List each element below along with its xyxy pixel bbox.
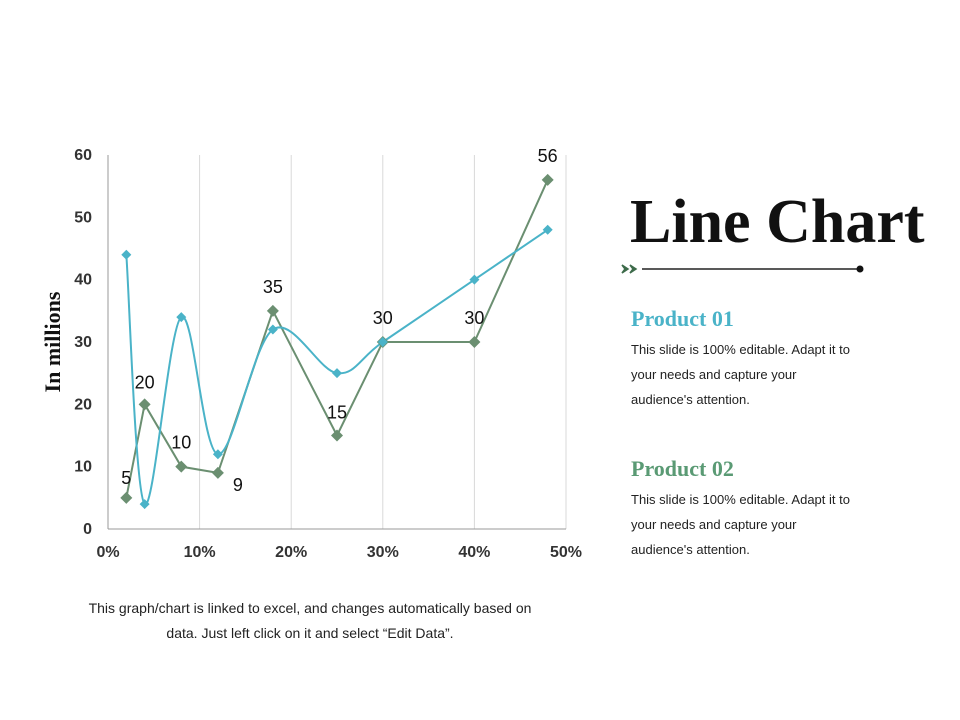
series-1-line [125, 228, 549, 506]
x-tick-labels: 0% 10% 20% 30% 40% 50% [96, 544, 582, 561]
product-01-desc-line-2: your needs and capture your [631, 367, 797, 382]
arrow-fletching-icon [621, 264, 638, 274]
y-tick-label: 60 [74, 147, 92, 164]
series-2-data-label: 10 [171, 433, 191, 453]
y-tick-label: 10 [74, 459, 92, 476]
series-2-point [120, 491, 133, 504]
series-1-point [176, 312, 187, 323]
chart-axes [107, 155, 566, 530]
series-2-point [211, 466, 224, 479]
y-axis-title: In millions [40, 291, 65, 392]
series-2-data-label: 56 [538, 146, 558, 166]
series-2-data-label: 9 [233, 475, 243, 495]
series-2-data-label: 15 [327, 403, 347, 423]
series-2-point [138, 398, 151, 411]
slide-title: Line Chart [630, 188, 925, 256]
y-tick-labels: 0 10 20 30 40 50 60 [74, 147, 92, 538]
x-tick-label: 0% [96, 544, 119, 561]
product-02-desc-line-2: your needs and capture your [631, 517, 797, 532]
fletch-left [621, 264, 630, 274]
series-1-point [377, 337, 388, 347]
product-02-desc-line-3: audience's attention. [631, 542, 750, 557]
x-tick-label: 50% [550, 544, 582, 561]
product-02-title: Product 02 [631, 456, 734, 481]
series-lines [125, 179, 549, 506]
series-2-data-label: 5 [121, 468, 131, 488]
fletch-right [629, 264, 638, 274]
product-02-desc-line-1: This slide is 100% editable. Adapt it to [631, 492, 850, 507]
series-1-point [542, 224, 553, 235]
caption-line-2: data. Just left click on it and select “… [166, 625, 454, 641]
caption-line-1: This graph/chart is linked to excel, and… [88, 600, 532, 616]
y-tick-label: 50 [74, 209, 92, 226]
series-1-point [139, 499, 150, 510]
product-01-block: Product 01 This slide is 100% editable. … [631, 305, 891, 412]
y-tick-label: 20 [74, 396, 92, 413]
series-1-point [212, 449, 223, 460]
x-tick-label: 30% [367, 544, 399, 561]
divider-end-dot [856, 265, 864, 273]
series-2-point [331, 429, 343, 442]
series-2-point [541, 173, 554, 186]
y-tick-label: 40 [74, 272, 92, 289]
product-01-title: Product 01 [631, 306, 734, 331]
product-02-description: This slide is 100% editable. Adapt it to… [631, 487, 891, 562]
x-tick-label: 40% [458, 544, 490, 561]
series-markers [120, 173, 554, 510]
series-2-point [175, 460, 188, 473]
data-labels: 5 20 10 9 35 15 30 30 56 [121, 146, 557, 495]
series-1-point [332, 368, 342, 379]
product-01-description: This slide is 100% editable. Adapt it to… [631, 337, 891, 412]
series-2-data-label: 20 [135, 372, 155, 392]
y-tick-label: 30 [74, 334, 92, 351]
series-2-point [266, 304, 279, 317]
product-02-block: Product 02 This slide is 100% editable. … [631, 455, 891, 562]
chart-caption: This graph/chart is linked to excel, and… [60, 596, 560, 646]
x-tick-label: 20% [275, 544, 307, 561]
series-1-point [121, 249, 132, 260]
x-tick-label: 10% [184, 544, 216, 561]
series-1-point [469, 274, 480, 285]
title-divider [621, 264, 864, 274]
series-1-point [267, 324, 278, 335]
series-2-point [468, 336, 481, 348]
series-2-data-label: 30 [464, 308, 484, 328]
series-2-data-label: 30 [373, 308, 393, 328]
product-01-desc-line-1: This slide is 100% editable. Adapt it to [631, 342, 850, 357]
series-2-data-label: 35 [263, 277, 283, 297]
product-01-desc-line-3: audience's attention. [631, 392, 750, 407]
y-tick-label: 0 [83, 521, 92, 538]
line-chart: 0 10 20 30 40 50 60 0% 10% 20% 30% 40% 50% In milli… [40, 146, 582, 561]
